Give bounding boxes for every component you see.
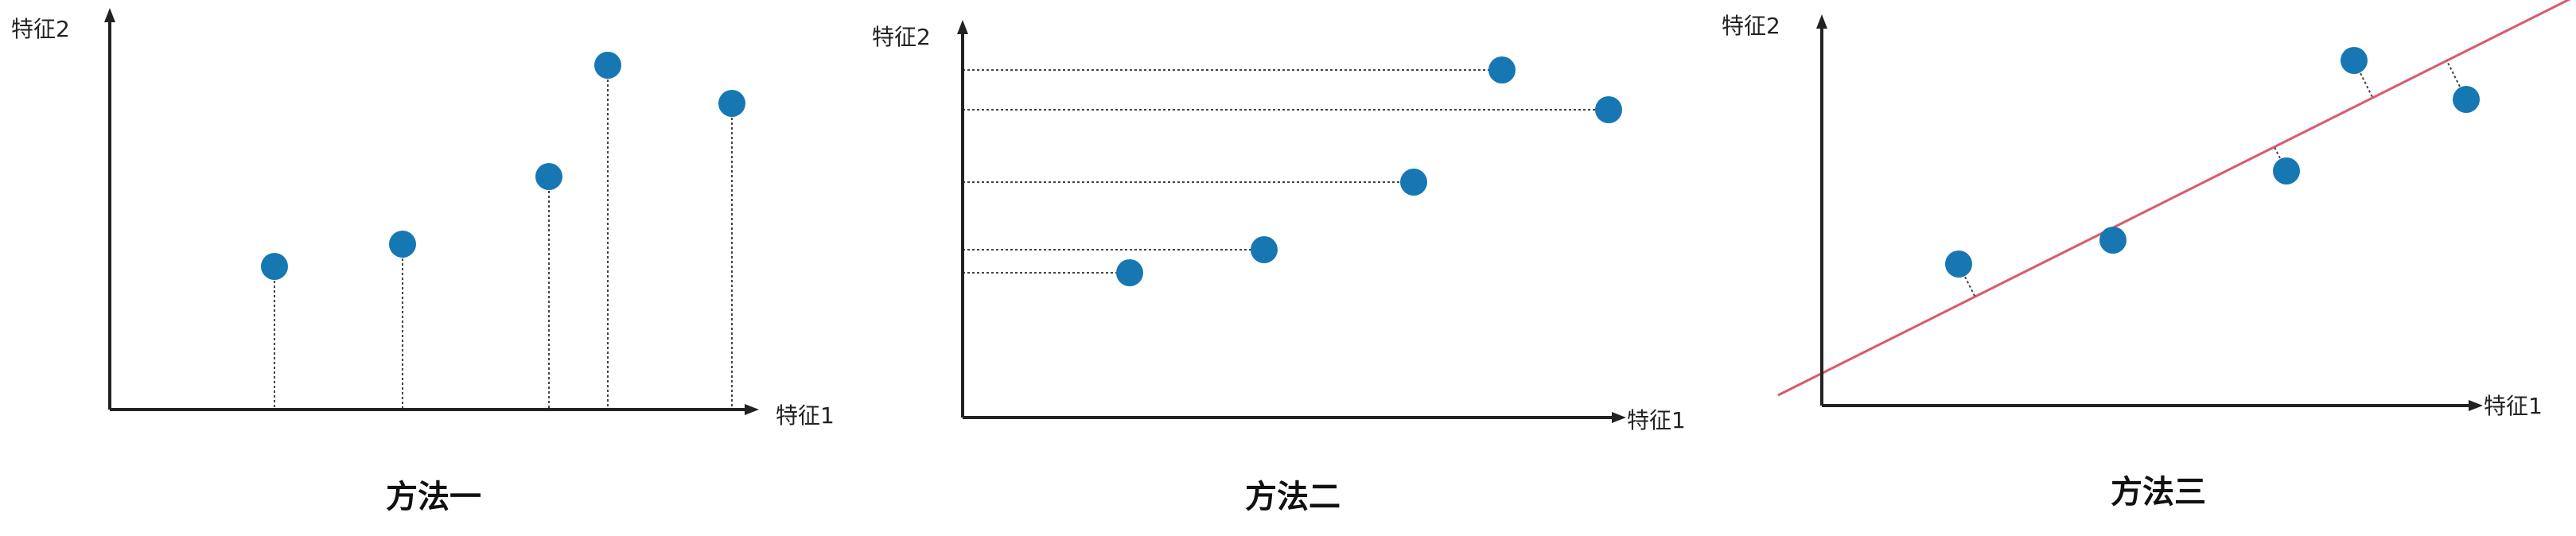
data-point xyxy=(261,253,288,280)
data-point xyxy=(1595,96,1622,123)
data-point xyxy=(2099,227,2127,254)
data-point xyxy=(1251,236,1278,263)
x-axis-arrow xyxy=(745,404,759,415)
data-point xyxy=(594,52,621,79)
data-point xyxy=(1116,259,1143,286)
data-point xyxy=(2453,86,2480,113)
data-point xyxy=(535,163,562,190)
data-point xyxy=(1400,169,1427,196)
y-axis-label: 特征2 xyxy=(1722,13,1780,39)
panel-method-1: 特征1 特征2 方法一 xyxy=(0,0,859,536)
caption-method-1: 方法一 xyxy=(386,479,481,515)
y-axis-arrow xyxy=(104,8,115,22)
y-axis-arrow xyxy=(957,20,968,34)
panel-method-3: 特征1 特征2 方法三 xyxy=(1718,0,2576,536)
scatter-plot-horizontal-projection: 特征1 特征2 xyxy=(872,20,1686,433)
y-axis-arrow xyxy=(1816,14,1827,29)
x-axis-arrow xyxy=(2469,400,2483,411)
scatter-plot-perpendicular-projection: 特征1 特征2 xyxy=(1722,0,2571,419)
scatter-plot-vertical-projection: 特征1 特征2 xyxy=(11,8,835,429)
fitted-line xyxy=(1777,0,2571,397)
data-point xyxy=(1945,251,1972,278)
x-axis-label: 特征1 xyxy=(776,402,835,429)
x-axis-label: 特征1 xyxy=(2484,393,2543,419)
data-point xyxy=(2341,47,2368,74)
y-axis-label: 特征2 xyxy=(11,16,70,42)
data-point xyxy=(1488,56,1516,84)
panel-method-2: 特征1 特征2 方法二 xyxy=(859,0,1718,536)
x-axis-label: 特征1 xyxy=(1627,407,1686,433)
caption-method-2: 方法二 xyxy=(1245,479,1341,515)
data-point xyxy=(2273,157,2300,184)
x-axis-arrow xyxy=(1612,412,1626,423)
y-axis-label: 特征2 xyxy=(872,24,931,50)
caption-method-3: 方法三 xyxy=(2111,474,2206,511)
data-point xyxy=(718,90,745,117)
data-point xyxy=(389,231,416,258)
